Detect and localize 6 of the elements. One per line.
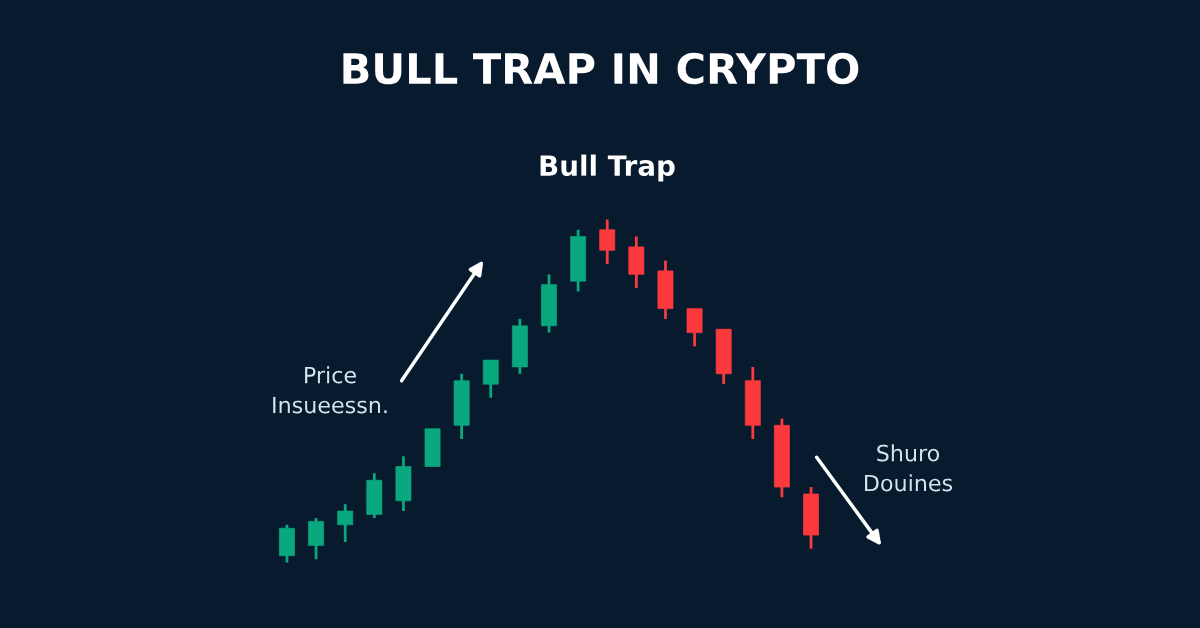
annotation: Price Insueessn. (273, 366, 387, 414)
chart-title: BULL TRAP IN CRYPTO (343, 52, 859, 85)
text: Shuro Douines (865, 444, 953, 492)
chart-subtitle: Bull Trap (540, 154, 675, 182)
candlestick (337, 502, 354, 544)
candlestick (599, 218, 616, 266)
